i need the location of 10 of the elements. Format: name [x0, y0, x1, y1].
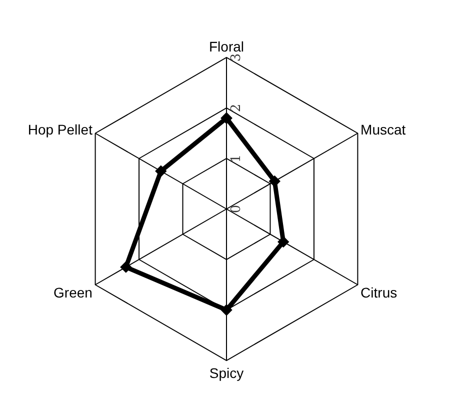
spoke-label: Spicy — [209, 364, 244, 381]
y-tick-label: 0 — [229, 204, 244, 214]
spoke-label: Green — [54, 284, 92, 301]
spoke-label: Floral — [208, 38, 244, 54]
spoke-label: Hop Pellet — [28, 121, 93, 138]
y-tick-label: 2 — [229, 104, 244, 112]
spoke-label: Citrus — [360, 284, 398, 301]
y-tick-label: 1 — [229, 154, 244, 163]
spoke-label: Muscat — [360, 121, 406, 138]
y-tick-label: 3 — [229, 53, 244, 62]
